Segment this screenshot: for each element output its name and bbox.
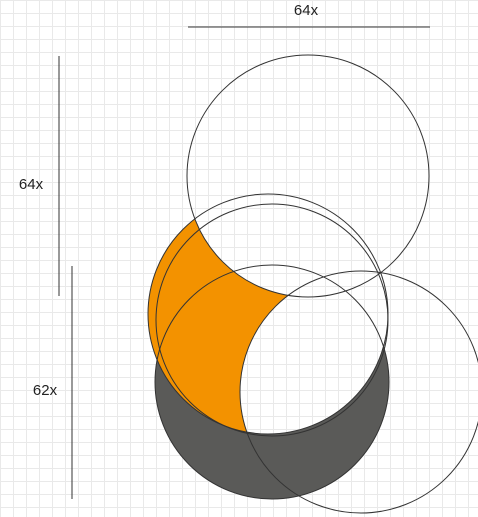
top-width-label: 64x <box>294 2 319 19</box>
left-lower-height-label: 62x <box>33 382 58 399</box>
left-height-label: 64x <box>19 176 44 193</box>
